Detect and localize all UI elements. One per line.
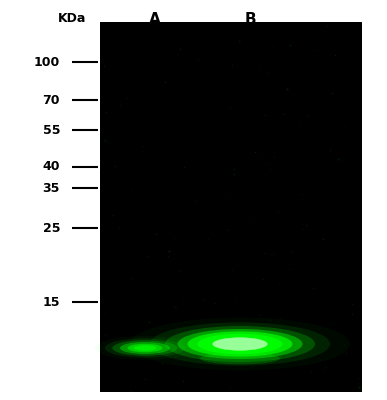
Text: 100: 100 xyxy=(34,56,60,68)
Ellipse shape xyxy=(200,352,280,364)
Text: 35: 35 xyxy=(43,182,60,194)
Text: B: B xyxy=(244,12,256,27)
Text: 25: 25 xyxy=(43,222,60,234)
Ellipse shape xyxy=(178,329,303,359)
Ellipse shape xyxy=(150,322,330,366)
Text: 15: 15 xyxy=(43,296,60,308)
Ellipse shape xyxy=(187,331,293,357)
Text: 70: 70 xyxy=(43,94,60,106)
Ellipse shape xyxy=(120,342,170,354)
FancyBboxPatch shape xyxy=(100,22,362,392)
Ellipse shape xyxy=(127,344,163,352)
Ellipse shape xyxy=(165,326,315,362)
Text: KDa: KDa xyxy=(58,12,86,25)
Text: 40: 40 xyxy=(43,160,60,174)
Ellipse shape xyxy=(105,338,185,358)
Ellipse shape xyxy=(113,340,178,356)
Ellipse shape xyxy=(134,345,156,351)
Text: A: A xyxy=(149,12,161,27)
Ellipse shape xyxy=(212,338,267,350)
Ellipse shape xyxy=(197,334,283,354)
Text: 55: 55 xyxy=(43,124,60,136)
